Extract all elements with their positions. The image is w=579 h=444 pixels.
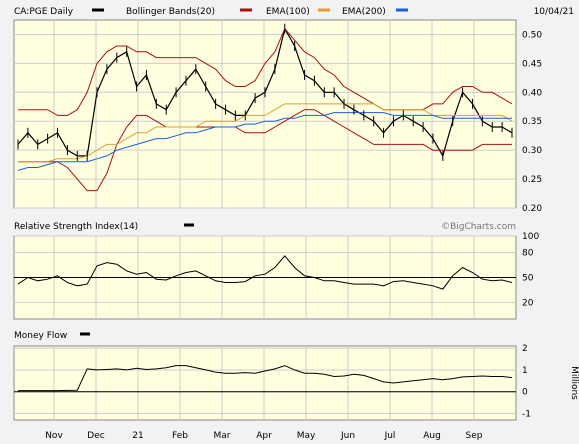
mfi-title: Money Flow (14, 331, 67, 341)
y-tick-label: 0.25 (522, 175, 542, 185)
x-tick-label: Mar (214, 431, 231, 441)
watermark: ©BigCharts.com (441, 222, 516, 232)
x-tick-label: Dec (87, 431, 104, 441)
bollinger-label: Bollinger Bands(20) (126, 7, 215, 17)
y-tick-label: 0.45 (522, 59, 542, 69)
ema100-line (18, 103, 513, 163)
x-tick-label: Jul (384, 431, 396, 441)
x-tick-label: 21 (132, 431, 143, 441)
y-tick-label: 0.30 (522, 146, 542, 156)
x-tick-label: Aug (423, 431, 441, 441)
y-tick-label: 80 (522, 249, 534, 259)
y-tick-label: 0.20 (522, 204, 542, 214)
y-tick-label: 50 (522, 274, 534, 284)
series-layer (14, 23, 516, 393)
date-label: 10/04/21 (534, 7, 574, 17)
x-tick-label: Sep (466, 431, 483, 441)
bollinger-upper-line (18, 27, 513, 116)
y-tick-label: -1 (522, 409, 531, 419)
rsi-title: Relative Strength Index(14) (14, 222, 138, 232)
mfi-units-label: Millions (569, 366, 579, 400)
ema200-label: EMA(200) (342, 7, 386, 17)
y-tick-label: 100 (522, 232, 539, 242)
x-tick-label: Apr (256, 431, 272, 441)
y-tick-label: 20 (522, 298, 534, 308)
y-tick-label: 0 (522, 388, 528, 398)
symbol-label: CA:PGE Daily (14, 7, 74, 17)
rsi-line (17, 255, 513, 290)
x-tick-label: Feb (172, 431, 188, 441)
price-panel-bg (13, 19, 517, 209)
mfi-panel-bg (13, 345, 517, 421)
y-tick-label: 0.40 (522, 88, 542, 98)
x-tick-label: Nov (45, 431, 63, 441)
y-tick-label: 2 (522, 344, 528, 354)
tick-layer: Nov Dec 21 Feb Mar Apr May Jun Jul Aug Sep0.200.25… (45, 30, 542, 441)
ema200-line (17, 112, 512, 171)
bollinger-lower-line (18, 109, 512, 192)
header-legend: CA:PGE Daily Bollinger Bands(20) EMA(100… (14, 7, 574, 17)
rsi-title-bg (14, 218, 194, 232)
y-tick-label: 0.50 (522, 30, 542, 40)
ema100-label: EMA(100) (266, 7, 310, 17)
y-tick-label: 1 (522, 366, 528, 376)
x-tick-label: May (297, 431, 316, 441)
money-flow-line (18, 365, 513, 392)
x-tick-label: Jun (340, 431, 355, 441)
y-tick-label: 0.35 (522, 117, 542, 127)
